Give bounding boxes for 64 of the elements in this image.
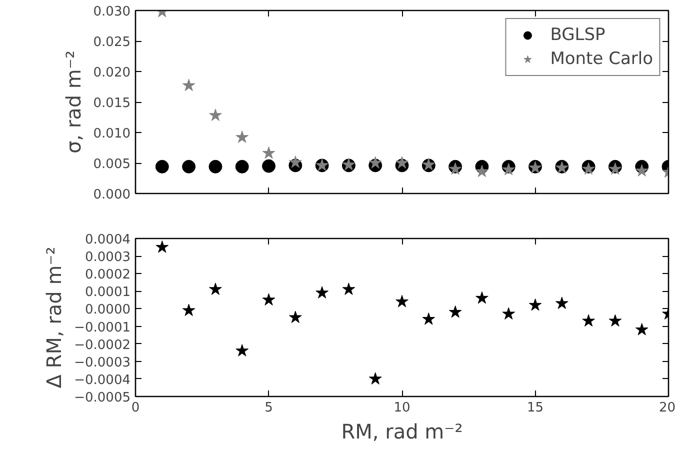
- point: [502, 307, 516, 320]
- point: [262, 146, 276, 159]
- point: [236, 130, 249, 143]
- y-tick-label: 0.015: [93, 96, 130, 111]
- point: [422, 312, 436, 325]
- point: [156, 240, 169, 253]
- y-tick-label: 0.0004: [85, 232, 131, 248]
- point: [235, 160, 249, 174]
- point: [582, 162, 595, 175]
- point: [155, 160, 169, 174]
- point: [448, 305, 462, 318]
- point: [342, 282, 356, 295]
- point: [635, 323, 648, 336]
- y-tick-label: 0.000: [93, 188, 130, 202]
- point: [288, 156, 302, 168]
- y-tick-label: −0.0005: [74, 390, 131, 406]
- y-axis-title: Δ RM, rad m⁻²: [42, 246, 66, 388]
- point: [608, 314, 622, 327]
- y-tick-label: −0.0003: [74, 355, 131, 370]
- point: [528, 298, 542, 311]
- y-tick-label: 0.0002: [85, 268, 131, 283]
- point: [368, 372, 382, 384]
- point: [182, 160, 196, 174]
- y-tick-label: −0.0001: [74, 320, 131, 336]
- point: [209, 108, 222, 121]
- point: [316, 286, 328, 298]
- y-axis-title: σ, rad m⁻²: [61, 50, 86, 154]
- y-tick-label: 0.025: [93, 35, 130, 50]
- legend-label: BGLSP: [550, 25, 606, 45]
- point: [262, 159, 276, 173]
- y-tick-label: 0.005: [93, 157, 130, 172]
- point: [476, 291, 488, 304]
- x-tick-label: 20: [658, 400, 675, 416]
- point: [396, 156, 408, 169]
- point: [262, 293, 276, 306]
- point: [635, 164, 648, 176]
- point: [502, 162, 516, 176]
- point: [582, 314, 595, 327]
- point: [236, 344, 249, 356]
- point: [182, 78, 196, 92]
- y-tick-label: −0.0002: [74, 338, 131, 353]
- x-tick-label: 5: [264, 400, 273, 416]
- y-tick-label: 0.0003: [85, 250, 131, 266]
- legend-label: Monte Carlo: [550, 49, 653, 69]
- y-tick-label: 0.030: [93, 4, 130, 20]
- point: [448, 162, 462, 175]
- y-tick-label: 0.010: [93, 126, 130, 142]
- point: [368, 156, 382, 169]
- x-tick-label: 15: [526, 400, 544, 416]
- x-axis-title: RM, rad m⁻²: [341, 420, 463, 444]
- y-tick-label: 0.020: [93, 66, 130, 80]
- point: [476, 164, 488, 178]
- point: [208, 160, 222, 174]
- point: [608, 162, 622, 175]
- y-tick-label: −0.0004: [74, 372, 131, 388]
- y-tick-label: 0.0000: [85, 302, 131, 318]
- x-tick-label: 0: [131, 400, 140, 416]
- x-tick-label: 10: [394, 400, 410, 416]
- point: [288, 310, 302, 324]
- point: [396, 294, 408, 308]
- y-tick-label: 0.0001: [85, 285, 131, 300]
- point: [182, 304, 196, 316]
- point: [555, 296, 568, 309]
- point: [209, 282, 222, 295]
